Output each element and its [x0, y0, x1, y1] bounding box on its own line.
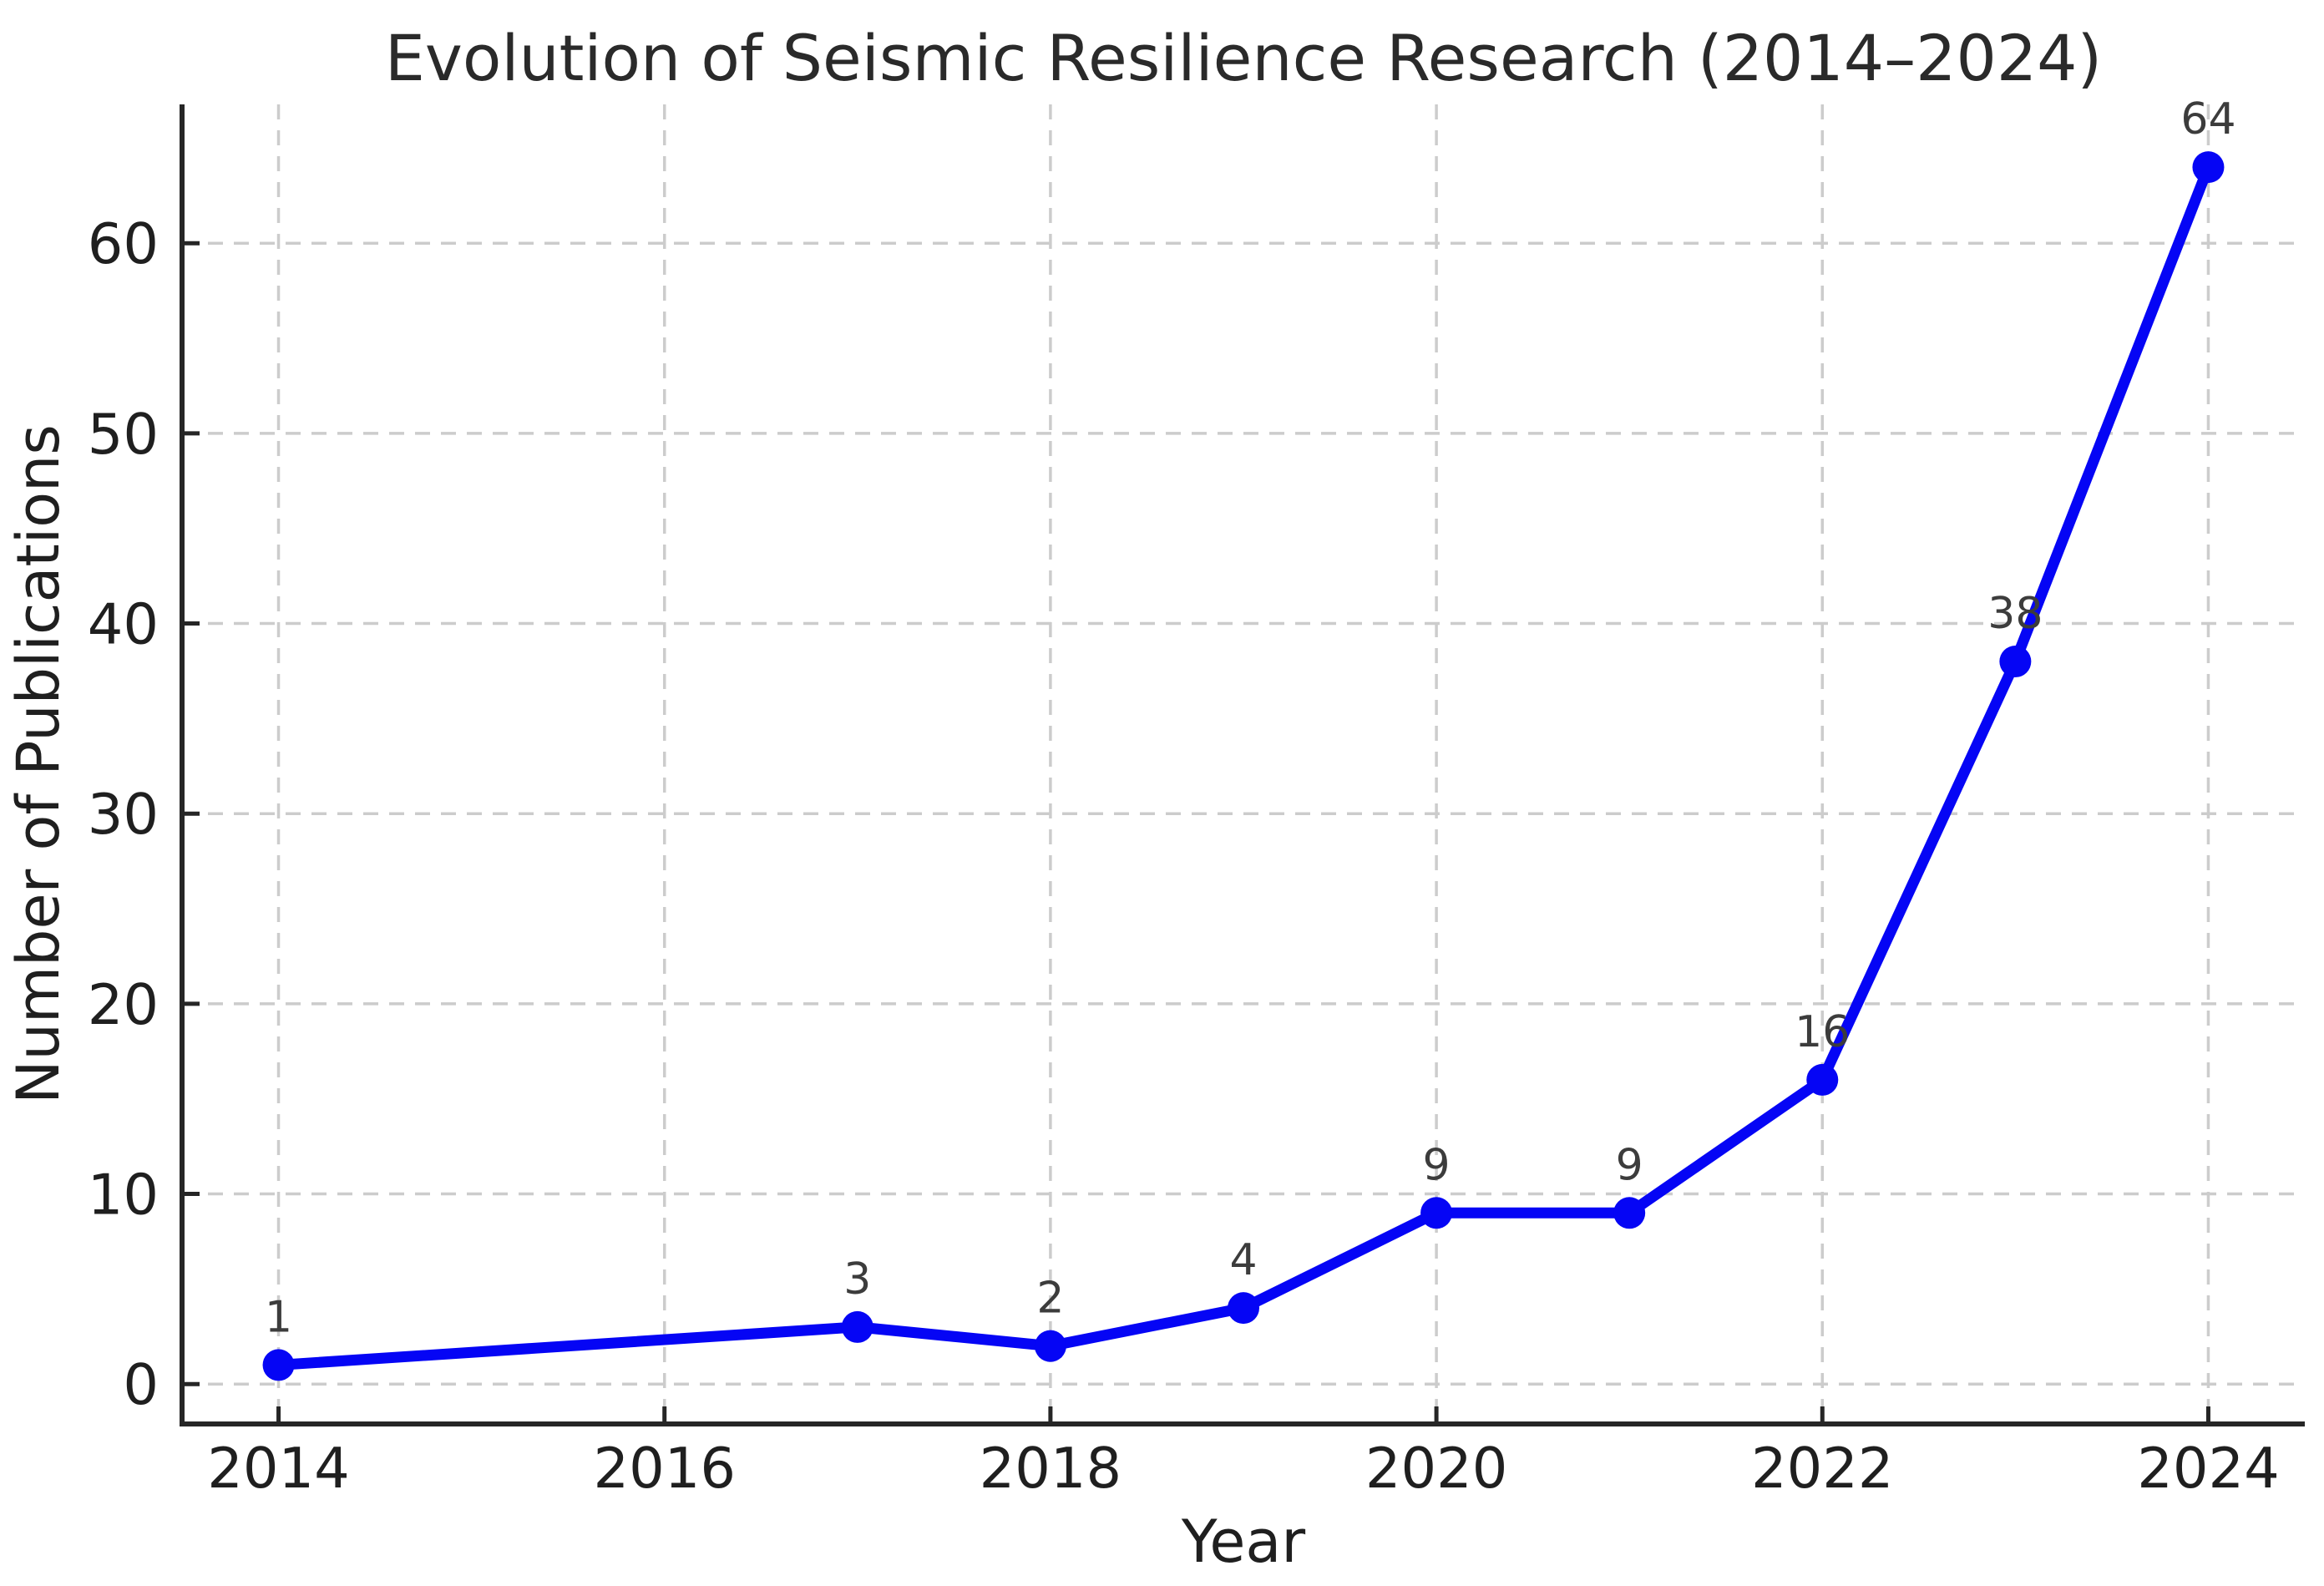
- y-tick-label-30: 30: [88, 782, 159, 847]
- data-point-2020: [1420, 1197, 1453, 1229]
- y-tick-label-50: 50: [88, 402, 159, 467]
- data-labels-layer: 1 3 2 4 9 9 16 38 64: [265, 94, 2236, 1342]
- data-label-2014: 1: [265, 1292, 292, 1342]
- x-tick-label-2022: 2022: [1751, 1436, 1894, 1501]
- data-label-2019: 4: [1229, 1235, 1257, 1285]
- data-label-2022: 16: [1795, 1007, 1850, 1057]
- x-tick-label-2016: 2016: [593, 1436, 736, 1501]
- x-tick-label-2024: 2024: [2137, 1436, 2280, 1501]
- y-tick-label-40: 40: [88, 592, 159, 657]
- grid-layer: [182, 104, 2305, 1424]
- data-label-2017: 3: [843, 1254, 871, 1305]
- data-label-2021: 9: [1616, 1140, 1643, 1190]
- y-tick-label-60: 60: [88, 211, 159, 276]
- axes-layer: [180, 104, 2305, 1426]
- x-tick-label-2018: 2018: [980, 1436, 1122, 1501]
- data-point-2019: [1228, 1292, 1259, 1325]
- data-point-2023: [1999, 646, 2032, 678]
- data-label-2023: 38: [1987, 589, 2043, 639]
- data-label-2018: 2: [1036, 1274, 1064, 1324]
- y-tick-label-0: 0: [123, 1352, 159, 1417]
- chart-title: Evolution of Seismic Resilience Research…: [385, 21, 2102, 95]
- data-point-2017: [841, 1310, 873, 1343]
- data-point-2021: [1613, 1197, 1646, 1229]
- x-tick-label-2020: 2020: [1365, 1436, 1508, 1501]
- data-label-2020: 9: [1423, 1140, 1451, 1190]
- series-layer: [262, 151, 2225, 1381]
- series-line: [273, 161, 2214, 1371]
- data-point-2018: [1034, 1330, 1066, 1362]
- tick-labels-layer: 2014 2016 2018 2020 2022 2024 0 10 20 30 40 50 60: [88, 211, 2280, 1501]
- y-tick-label-10: 10: [88, 1163, 159, 1228]
- x-axis-label: Year: [1181, 1507, 1305, 1576]
- data-label-2024: 64: [2180, 94, 2235, 144]
- data-point-2024: [2192, 151, 2225, 184]
- y-axis-label: Number of Publications: [4, 424, 73, 1104]
- y-tick-label-20: 20: [88, 972, 159, 1037]
- x-tick-label-2014: 2014: [207, 1436, 350, 1501]
- data-point-2014: [262, 1349, 295, 1381]
- data-point-2022: [1806, 1063, 1839, 1096]
